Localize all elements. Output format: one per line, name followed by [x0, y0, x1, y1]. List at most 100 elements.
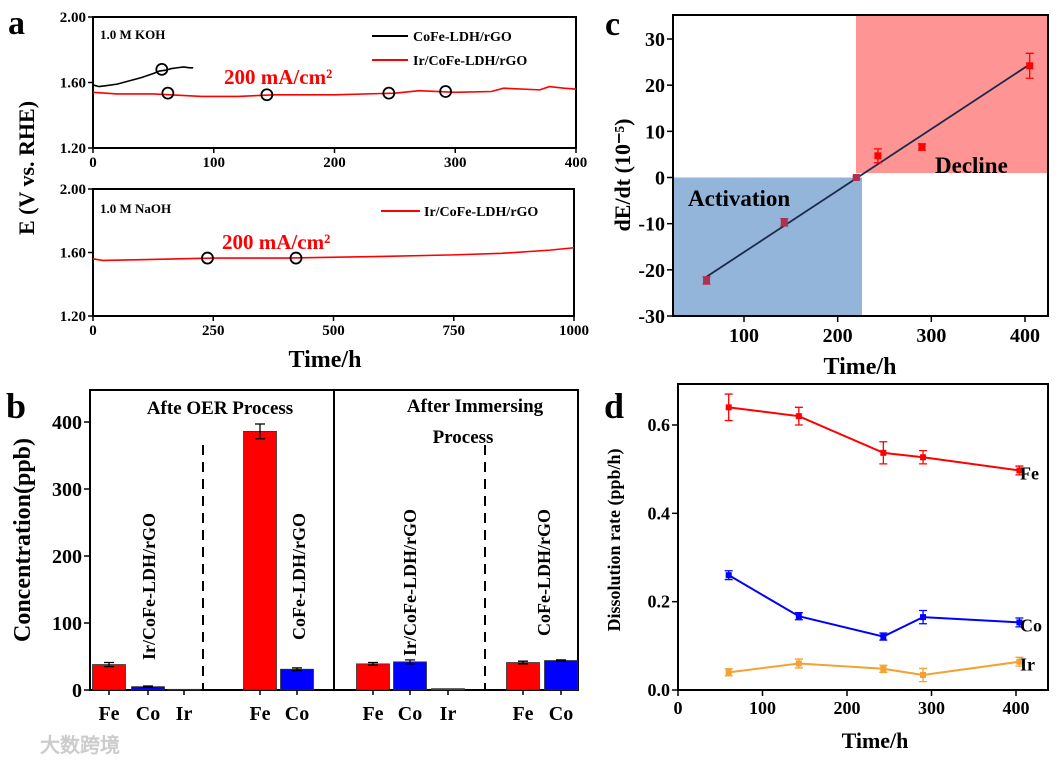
y-axis-label: E (V vs. RHE): [14, 101, 39, 235]
x-tick-label: Fe: [249, 703, 270, 725]
panel-labels: a b c d 大数跨境: [6, 5, 624, 757]
x-tick-label: 400: [565, 155, 588, 171]
annotation-current-density: 200 mA/cm²: [222, 230, 330, 254]
y-tick-label: 0: [72, 680, 82, 702]
data-marker-circle: [382, 86, 396, 100]
section-title-immersing-line2: Process: [433, 427, 494, 448]
data-point: [880, 449, 887, 456]
y-tick-label: 2.00: [60, 182, 86, 198]
series-line-ir: [728, 660, 1020, 676]
data-point: [1016, 619, 1023, 626]
data-point: [1026, 62, 1034, 70]
bar-fe: [92, 664, 126, 691]
bar-co: [544, 660, 578, 691]
panel-label-a: a: [8, 5, 25, 42]
series-label-co: Co: [1020, 615, 1042, 635]
watermark: 大数跨境: [40, 733, 120, 757]
bar-co: [280, 668, 314, 691]
plots: CoFe-LDH/rGO Ir/CoFe-LDH/rGO 1.0 M KOH 200 …: [10, 10, 1049, 753]
x-tick-label: 750: [443, 323, 466, 339]
y-tick-label: 1.20: [60, 309, 86, 325]
x-tick-label: Co: [398, 703, 422, 725]
y-tick-label: 0.2: [648, 592, 671, 612]
bar-fe: [356, 663, 390, 691]
section-title-oer: Afte OER Process: [147, 398, 293, 419]
bar-ir: [167, 688, 201, 691]
data-point: [795, 660, 802, 667]
data-marker-circle: [289, 251, 303, 265]
legend-label: CoFe-LDH/rGO: [413, 30, 512, 45]
y-axis-label: dE/dt (10⁻⁵): [610, 119, 635, 232]
data-point: [1016, 658, 1023, 665]
x-tick-label: Co: [549, 703, 573, 725]
series-line-fe: [728, 406, 1020, 472]
group-label-vertical: CoFe-LDH/rGO: [289, 513, 309, 640]
x-tick-label: 300: [916, 325, 946, 347]
x-tick-label: 100: [729, 325, 759, 347]
x-tick-label: 1000: [559, 323, 589, 339]
series-line-ir-cofe-ldh-rgo: [92, 246, 575, 262]
y-tick-label: 400: [52, 412, 82, 434]
annotation-electrolyte: 1.0 M NaOH: [100, 201, 171, 216]
region-label-decline: Decline: [935, 153, 1008, 178]
x-tick-label: Fe: [362, 703, 383, 725]
x-tick-label: 200: [823, 325, 853, 347]
y-tick-label: -20: [638, 260, 665, 282]
x-tick-label: 200: [323, 155, 346, 171]
panel-label-d: d: [604, 386, 624, 426]
error-bar: [104, 661, 114, 668]
error-bar: [368, 661, 378, 666]
error-bar: [292, 667, 302, 672]
y-tick-label: 1.60: [60, 76, 86, 92]
series-line-cofe-ldh-rgo: [92, 66, 194, 88]
y-tick-label: 1.60: [60, 246, 86, 262]
section-title-immersing-line1: After Immersing: [407, 396, 544, 417]
y-tick-label: 0.0: [648, 680, 671, 700]
bar-ir: [431, 688, 465, 691]
y-tick-label: 300: [52, 479, 82, 501]
y-tick-label: 1.20: [60, 141, 86, 157]
x-tick-label: 400: [1010, 325, 1040, 347]
series-label-fe: Fe: [1020, 463, 1039, 483]
y-tick-label: 10: [645, 121, 665, 143]
y-axis-label: Dissolution rate (ppb/h): [604, 448, 625, 631]
data-point: [920, 671, 927, 678]
x-tick-label: 0: [89, 323, 97, 339]
x-tick-label: Fe: [98, 703, 119, 725]
x-tick-label: Co: [285, 703, 309, 725]
x-tick-label: Ir: [176, 703, 193, 725]
x-tick-label: 0: [674, 698, 683, 718]
y-tick-label: 0: [655, 168, 665, 190]
data-marker-circle: [260, 88, 274, 102]
panel-label-b: b: [6, 386, 26, 426]
x-tick-label: 400: [1003, 698, 1030, 718]
series-label-ir: Ir: [1020, 655, 1035, 675]
error-bar: [518, 660, 528, 665]
x-tick-label: 250: [202, 323, 225, 339]
data-point: [703, 276, 711, 284]
series-line-ir-cofe-ldh-rgo: [92, 85, 577, 98]
x-tick-label: 100: [749, 698, 776, 718]
data-point: [725, 669, 732, 676]
panel-label-c: c: [605, 6, 620, 43]
data-point: [795, 613, 802, 620]
error-bar: [143, 685, 153, 688]
panel-d-frame: [677, 383, 1049, 691]
x-axis-label: Time/h: [824, 354, 897, 380]
bar-fe: [506, 662, 540, 691]
data-point: [874, 152, 882, 160]
legend-label: Ir/CoFe-LDH/rGO: [413, 54, 527, 69]
x-tick-label: 300: [444, 155, 467, 171]
region-activation: [673, 177, 862, 316]
x-tick-label: 200: [834, 698, 861, 718]
x-tick-label: 100: [203, 155, 226, 171]
x-tick-label: Co: [136, 703, 160, 725]
y-tick-label: 0.6: [648, 415, 671, 435]
data-point: [852, 174, 860, 181]
bar-fe: [243, 430, 277, 691]
data-point: [880, 665, 887, 672]
legend-label: Ir/CoFe-LDH/rGO: [424, 205, 538, 220]
data-point: [920, 454, 927, 461]
error-bar: [255, 423, 265, 440]
